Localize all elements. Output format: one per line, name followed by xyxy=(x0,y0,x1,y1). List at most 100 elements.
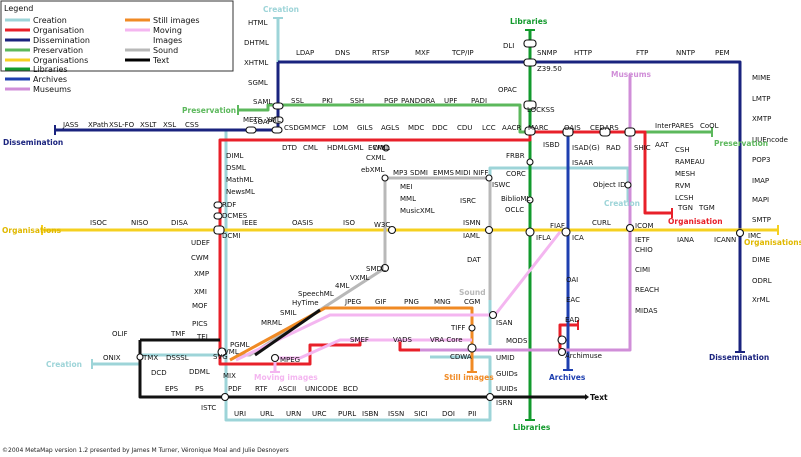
station-label-opac: OPAC xyxy=(498,86,517,94)
station-label-jass: JASS xyxy=(62,121,79,129)
legend-moving: Moving xyxy=(153,26,182,35)
station-label-png: PNG xyxy=(404,298,419,306)
station-label-isan: ISAN xyxy=(496,319,513,327)
station-label-chio: CHIO xyxy=(635,246,653,254)
station-labels: HTML DHTML XHTML SGML SAML SOAP LDAP DNS… xyxy=(62,19,788,418)
station-label-pandora: PANDORA xyxy=(401,97,435,105)
station-label-rtsp: RTSP xyxy=(372,49,389,57)
station-icom xyxy=(625,223,635,233)
terminal-dissemination-right: Dissemination xyxy=(709,353,769,362)
station-label-cedars: CEDARS xyxy=(590,124,619,132)
station-label-mime: MIME xyxy=(752,74,771,82)
station-label-dcmes: DCMES xyxy=(222,212,248,220)
station-label-isrc: ISRC xyxy=(460,197,476,205)
station-label-cool: CoOL xyxy=(700,122,719,130)
station-label-mng: MNG xyxy=(434,298,451,306)
station-label-gml: GML xyxy=(348,144,363,152)
station-biblioml xyxy=(526,196,534,204)
station-label-niso: NISO xyxy=(131,219,149,227)
station-label-imap: IMAP xyxy=(752,177,769,185)
station-label-bcd: BCD xyxy=(343,385,358,393)
station-z3950 xyxy=(523,58,537,67)
station-label-xmp: XMP xyxy=(194,270,209,278)
station-label-ldap: LDAP xyxy=(296,49,314,57)
line-museums xyxy=(420,75,632,352)
station-label-xmtp: XMTP xyxy=(752,115,771,123)
station-label-pop3: POP3 xyxy=(752,156,770,164)
legend: Legend Creation Organisation Disseminati… xyxy=(0,0,234,94)
station-rad xyxy=(599,127,611,137)
station-label-mesh: MESH xyxy=(675,170,695,178)
station-label-icom: ICOM xyxy=(635,222,654,230)
station-label-mapi: MAPI xyxy=(752,196,769,204)
station-dcmi xyxy=(213,225,225,235)
station-marc xyxy=(524,126,536,136)
station-label-rameau: RAMEAU xyxy=(675,158,705,166)
station-label-ddc: DDC xyxy=(432,124,448,132)
legend-libraries: Libraries xyxy=(33,65,68,74)
legend-sound: Sound xyxy=(153,46,178,55)
station-label-xpath: XPath xyxy=(88,121,108,129)
station-label-lmtp: LMTP xyxy=(752,95,770,103)
legend-title: Legend xyxy=(4,4,33,13)
station-label-pii: PII xyxy=(468,410,476,418)
terminal-archives: Archives xyxy=(549,373,586,382)
station-label-soap: SOAP xyxy=(253,118,272,126)
station-label-uri: URI xyxy=(234,410,246,418)
station-label-nntp: NNTP xyxy=(676,49,695,57)
station-label-ica: ICA xyxy=(572,234,584,242)
station-label-eps: EPS xyxy=(165,385,179,393)
station-label-svg: SVG xyxy=(213,353,228,361)
station-label-ead: EAD xyxy=(565,316,580,324)
terminal-preservation-left: Preservation xyxy=(182,106,236,115)
station-tiff xyxy=(468,324,476,332)
station-label-mxf: MXF xyxy=(415,49,430,57)
terminal-creation-left: Creation xyxy=(46,360,82,369)
station-label-isoc: ISOC xyxy=(90,219,107,227)
station-label-ftp: FTP xyxy=(636,49,648,57)
station-label-lcc: LCC xyxy=(482,124,496,132)
station-label-ietf: IETF xyxy=(635,236,650,244)
station-label-smtp: SMTP xyxy=(752,216,771,224)
station-label-smef: SMEF xyxy=(350,336,369,344)
station-label-reach: REACH xyxy=(635,286,659,294)
station-label-4ml: 4ML xyxy=(335,282,349,290)
station-label-sici: SICI xyxy=(414,410,427,418)
terminal-sound: Sound xyxy=(459,288,486,297)
station-label-purl: PURL xyxy=(338,410,356,418)
terminal-creation-top: Creation xyxy=(263,5,299,14)
station-label-tgn: TGN xyxy=(677,204,693,212)
station-label-lcsh: LCSH xyxy=(675,194,694,202)
station-label-jpeg: JPEG xyxy=(344,298,361,306)
station-rdf xyxy=(213,201,223,209)
station-label-dns: DNS xyxy=(335,49,351,57)
station-label-html: HTML xyxy=(248,19,268,27)
legend-still-images: Still images xyxy=(153,16,200,25)
station-label-lockss: LOCKSS xyxy=(527,106,555,114)
terminal-creation-right: Creation xyxy=(604,199,640,208)
station-label-xsl: XSL xyxy=(163,121,176,129)
station-label-iso: ISO xyxy=(343,219,356,227)
station-label-tiff: TIFF xyxy=(450,324,465,332)
station-label-rad: RAD xyxy=(606,144,621,152)
station-label-mcf: MCF xyxy=(311,124,326,132)
station-label-disa: DISA xyxy=(171,219,188,227)
station-label-vxml: VXML xyxy=(350,274,370,282)
line-dissemination-top xyxy=(278,60,742,352)
station-label-frbr: FRBR xyxy=(506,152,525,160)
station-dcmes xyxy=(213,212,223,220)
station-smdl xyxy=(380,263,390,273)
station-label-dcmi: DCMI xyxy=(222,232,240,240)
station-ica xyxy=(561,227,571,237)
station-label-xslt: XSLT xyxy=(140,121,157,129)
station-label-lom: LOM xyxy=(333,124,348,132)
station-label-mp3: MP3 xyxy=(393,169,408,177)
station-label-iaml: IAML xyxy=(463,232,480,240)
station-mods xyxy=(557,335,567,345)
station-label-cwm: CWM xyxy=(191,254,209,262)
station-label-ascii: ASCII xyxy=(278,385,296,393)
station-label-oasis: OASIS xyxy=(292,219,314,227)
station-label-isbd: ISBD xyxy=(543,141,560,149)
station-label-iswc: ISWC xyxy=(492,181,510,189)
